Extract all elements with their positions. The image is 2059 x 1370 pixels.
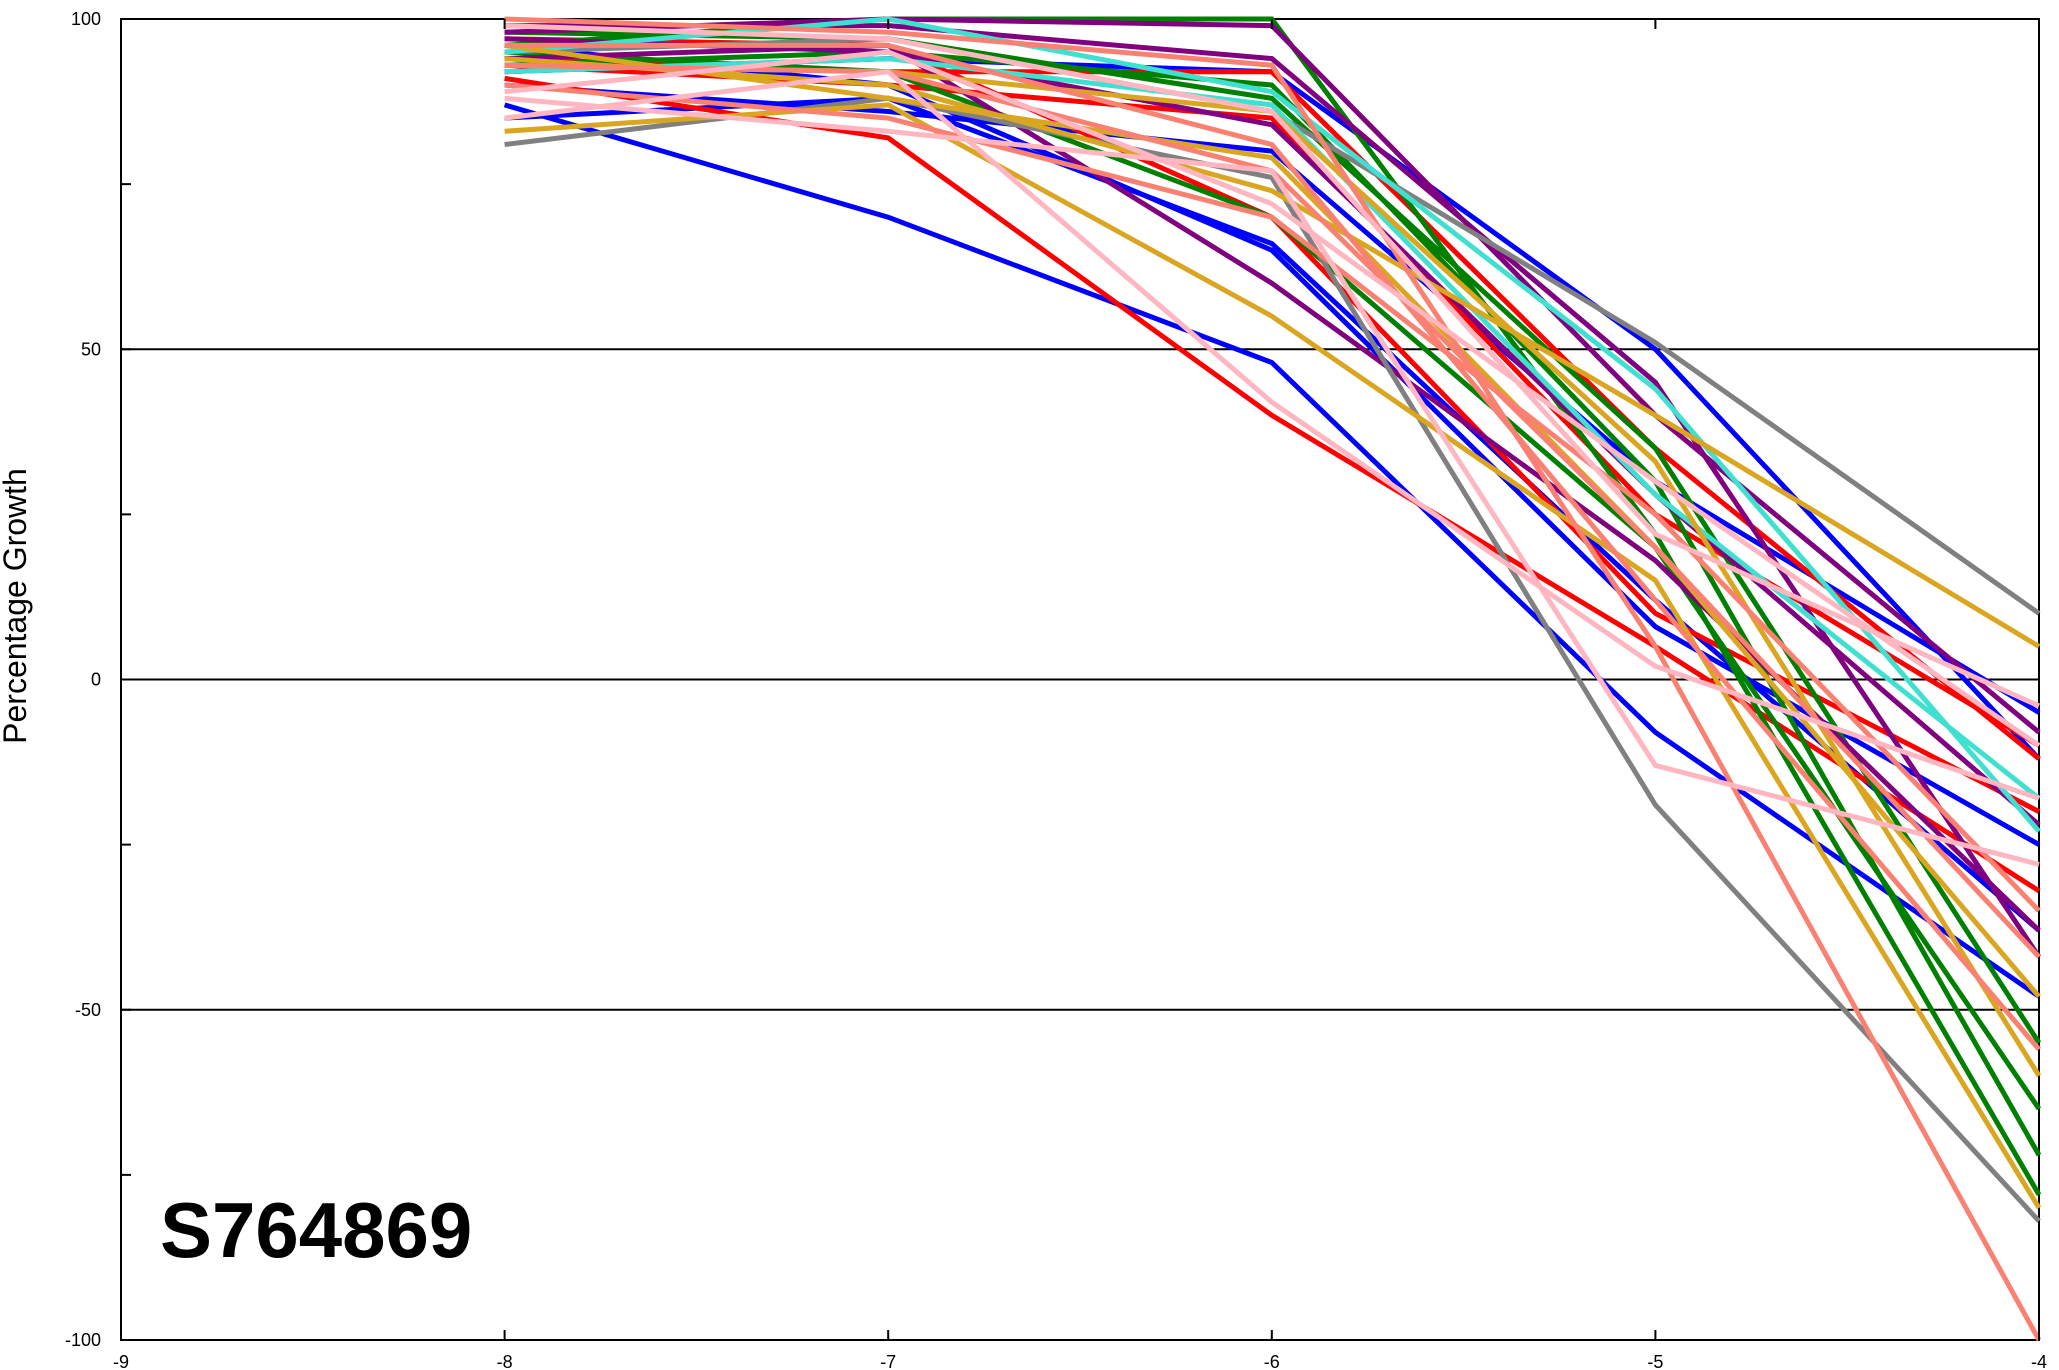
gridlines <box>121 348 2039 1011</box>
y-tick-label: 100 <box>71 9 101 29</box>
series-line-25 <box>504 42 2041 999</box>
series-line-24 <box>504 56 2041 649</box>
series-line-11 <box>504 49 2042 1157</box>
series-line-33 <box>504 23 2041 709</box>
series-line-22 <box>504 102 2042 1210</box>
x-tick-label: -8 <box>497 1352 513 1370</box>
series-line-16 <box>504 23 2042 959</box>
series-line-1 <box>503 102 2041 999</box>
y-tick-label: -100 <box>65 1330 101 1350</box>
series-line-26 <box>504 16 2042 1342</box>
x-tick-label: -6 <box>1264 1352 1280 1370</box>
series-line-18 <box>504 95 2041 1223</box>
series-line-27 <box>504 42 2041 1052</box>
series-line-3 <box>504 56 2041 761</box>
series-line-5 <box>504 82 2041 715</box>
series-line-29 <box>504 82 2041 913</box>
series-line-12 <box>504 49 2042 1111</box>
y-tick-label: -50 <box>75 1000 101 1020</box>
series-line-30 <box>504 95 2040 867</box>
series-line-13 <box>504 29 2042 1045</box>
chart-title: S764869 <box>160 1186 472 1274</box>
x-axis-ticks: -9 -8 -7 -6 -5 -4 <box>113 19 2047 1370</box>
y-axis-label: Percentage Growth <box>0 468 33 744</box>
series-line-9 <box>504 62 2041 748</box>
series-line-7 <box>504 56 2041 761</box>
y-tick-label: 0 <box>91 670 101 690</box>
series-line-32 <box>504 49 2041 748</box>
x-tick-label: -7 <box>880 1352 896 1370</box>
x-tick-label: -9 <box>113 1352 129 1370</box>
series-line-31 <box>504 69 2040 801</box>
x-tick-label: -5 <box>1647 1352 1663 1370</box>
y-axis-ticks: 100 50 0 -50 -100 <box>65 9 131 1350</box>
x-tick-label: -4 <box>2031 1352 2047 1370</box>
series-line-8 <box>504 36 2041 814</box>
y-tick-label: 50 <box>81 339 101 359</box>
